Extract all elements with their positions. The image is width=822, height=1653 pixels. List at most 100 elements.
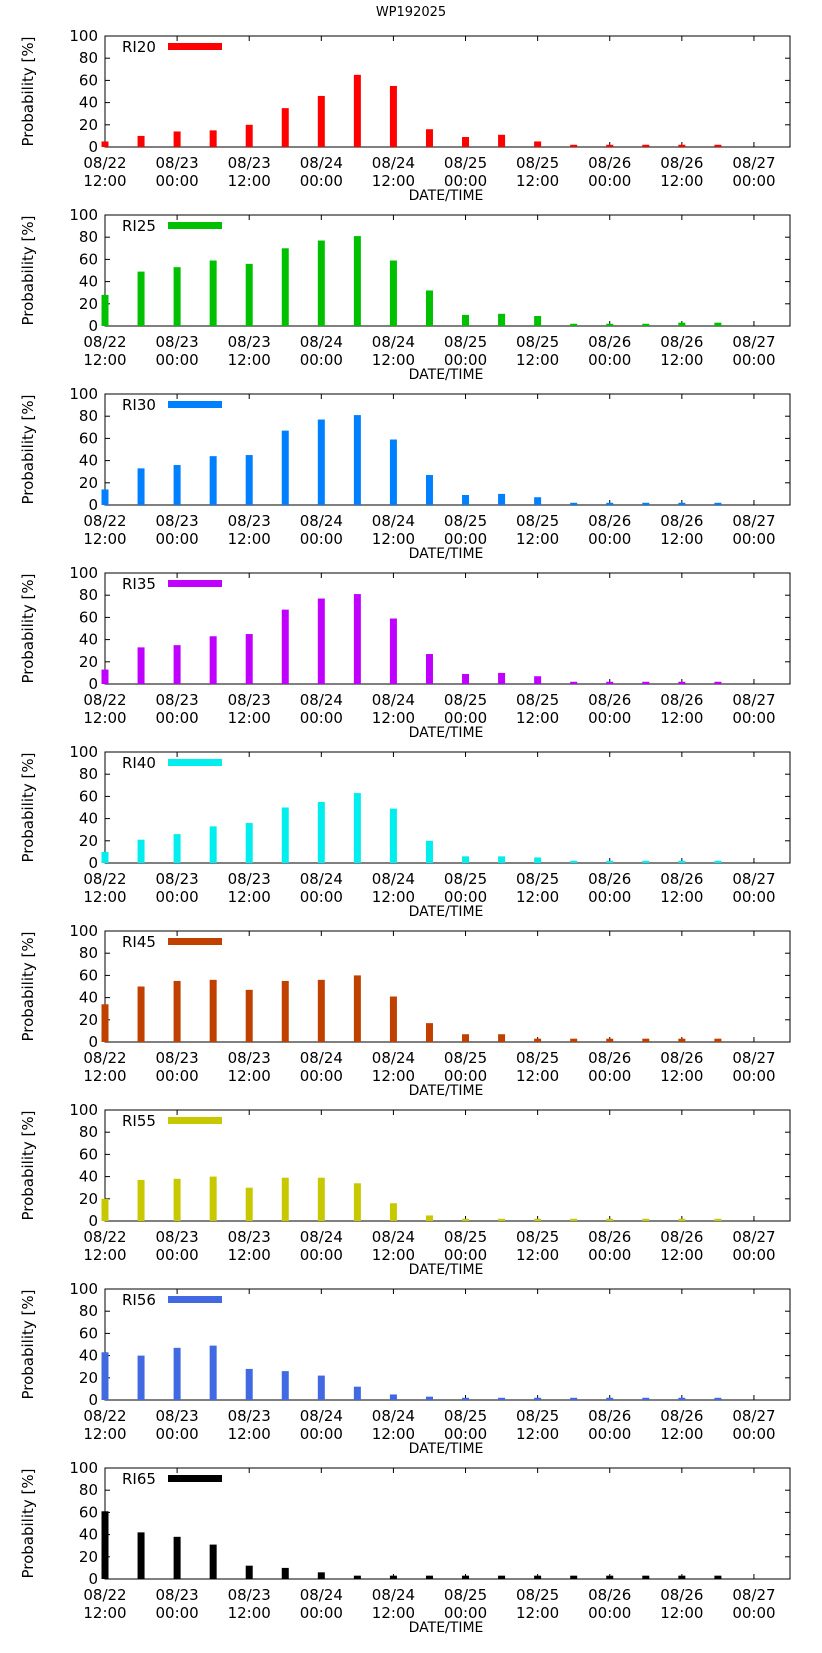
x-tick-time-label: 12:00 xyxy=(372,172,415,190)
x-tick-time-label: 12:00 xyxy=(516,1425,559,1443)
x-tick-date-label: 08/23 xyxy=(228,512,271,530)
plot-frame xyxy=(104,214,791,327)
y-tick-label: 20 xyxy=(79,1548,98,1566)
y-tick-label: 100 xyxy=(69,27,98,45)
x-tick-time-label: 00:00 xyxy=(300,351,343,369)
y-tick-label: 60 xyxy=(79,250,98,268)
y-tick-label: 60 xyxy=(79,1503,98,1521)
x-tick-time-label: 00:00 xyxy=(155,530,198,548)
x-tick-time-label: 00:00 xyxy=(300,530,343,548)
x-tick-time-label: 00:00 xyxy=(444,172,487,190)
x-tick-time-label: 12:00 xyxy=(83,1246,126,1264)
x-tick-time-label: 00:00 xyxy=(732,1425,775,1443)
x-tick-date-label: 08/25 xyxy=(444,1586,487,1604)
bar xyxy=(534,857,542,863)
x-tick-time-label: 00:00 xyxy=(300,1425,343,1443)
x-tick-date-label: 08/25 xyxy=(516,333,559,351)
x-tick-date-label: 08/22 xyxy=(83,512,126,530)
x-tick-time-label: 00:00 xyxy=(588,1246,631,1264)
legend-swatch xyxy=(168,1475,222,1482)
bar xyxy=(425,1575,433,1579)
y-tick-label: 0 xyxy=(88,1212,98,1230)
bar xyxy=(498,313,506,326)
x-tick-date-label: 08/22 xyxy=(83,870,126,888)
bar xyxy=(606,502,614,505)
x-tick-date-label: 08/23 xyxy=(155,1407,198,1425)
x-tick-date-label: 08/24 xyxy=(372,1407,415,1425)
bar xyxy=(137,135,145,147)
x-tick-date-label: 08/27 xyxy=(732,1407,775,1425)
bar xyxy=(678,1038,686,1042)
x-tick-date-label: 08/23 xyxy=(155,1049,198,1067)
chart-panel-ri25: 02040608010008/2212:0008/2300:0008/2312:… xyxy=(19,206,791,383)
bar xyxy=(642,1218,650,1221)
bar xyxy=(389,1394,397,1400)
bar xyxy=(137,1355,145,1400)
x-tick-time-label: 12:00 xyxy=(372,709,415,727)
legend-label: RI35 xyxy=(122,575,156,593)
bar xyxy=(173,1178,181,1221)
y-axis-label: Probability [%] xyxy=(19,36,37,146)
bar xyxy=(353,975,361,1042)
y-tick-label: 0 xyxy=(88,1570,98,1588)
y-axis-label: Probability [%] xyxy=(19,931,37,1041)
x-tick-time-label: 12:00 xyxy=(372,351,415,369)
bar xyxy=(498,134,506,147)
bar xyxy=(317,801,325,863)
x-tick-date-label: 08/24 xyxy=(372,870,415,888)
bar xyxy=(173,131,181,147)
bar xyxy=(101,294,109,326)
x-tick-time-label: 00:00 xyxy=(300,1246,343,1264)
bar xyxy=(714,1575,722,1579)
x-tick-time-label: 12:00 xyxy=(660,709,703,727)
x-tick-date-label: 08/25 xyxy=(516,1407,559,1425)
x-tick-time-label: 00:00 xyxy=(588,1604,631,1622)
y-tick-label: 20 xyxy=(79,1190,98,1208)
bar xyxy=(245,263,253,326)
y-tick-label: 40 xyxy=(79,273,98,291)
legend-swatch xyxy=(168,1296,222,1303)
x-tick-time-label: 00:00 xyxy=(732,1246,775,1264)
x-tick-date-label: 08/24 xyxy=(300,333,343,351)
x-tick-time-label: 12:00 xyxy=(660,1425,703,1443)
y-tick-label: 100 xyxy=(69,1101,98,1119)
bar xyxy=(678,681,686,684)
bar xyxy=(570,1038,578,1042)
y-tick-label: 40 xyxy=(79,810,98,828)
x-tick-date-label: 08/26 xyxy=(588,154,631,172)
bar xyxy=(606,1575,614,1579)
bar xyxy=(173,267,181,326)
x-tick-time-label: 00:00 xyxy=(155,1425,198,1443)
x-tick-date-label: 08/22 xyxy=(83,1049,126,1067)
legend-swatch xyxy=(168,1117,222,1124)
x-tick-date-label: 08/25 xyxy=(444,333,487,351)
y-tick-label: 60 xyxy=(79,1324,98,1342)
x-tick-date-label: 08/22 xyxy=(83,1407,126,1425)
y-tick-label: 40 xyxy=(79,631,98,649)
bar xyxy=(209,130,217,147)
y-tick-label: 100 xyxy=(69,1459,98,1477)
x-tick-date-label: 08/25 xyxy=(516,512,559,530)
legend-swatch xyxy=(168,43,222,50)
x-tick-time-label: 12:00 xyxy=(83,888,126,906)
x-tick-time-label: 00:00 xyxy=(732,1604,775,1622)
bar xyxy=(281,248,289,326)
x-axis-label: DATE/TIME xyxy=(409,188,484,204)
x-tick-time-label: 00:00 xyxy=(588,1067,631,1085)
x-tick-date-label: 08/25 xyxy=(444,1049,487,1067)
y-tick-label: 100 xyxy=(69,385,98,403)
y-tick-label: 20 xyxy=(79,1011,98,1029)
x-tick-date-label: 08/24 xyxy=(372,154,415,172)
bar xyxy=(462,495,470,505)
x-tick-date-label: 08/26 xyxy=(588,691,631,709)
bar xyxy=(281,1371,289,1400)
x-tick-time-label: 12:00 xyxy=(660,1604,703,1622)
x-tick-date-label: 08/23 xyxy=(228,333,271,351)
bar xyxy=(353,1183,361,1221)
bar xyxy=(606,1218,614,1221)
x-tick-time-label: 00:00 xyxy=(300,1604,343,1622)
y-tick-label: 100 xyxy=(69,743,98,761)
x-tick-date-label: 08/24 xyxy=(372,1586,415,1604)
bar xyxy=(678,1218,686,1221)
bar xyxy=(353,793,361,863)
